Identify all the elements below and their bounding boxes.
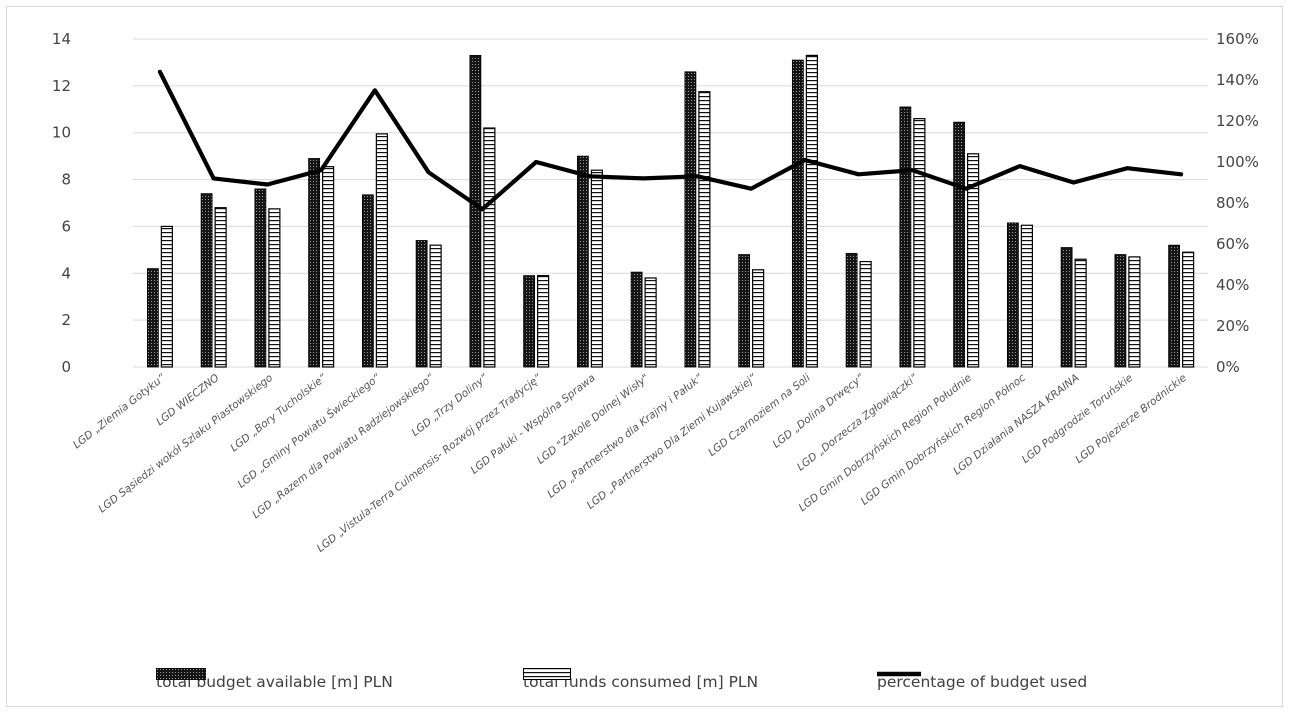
y-left-tick-label: 10 [52, 124, 71, 142]
bar-budget-available [684, 71, 697, 368]
legend-label: percentage of budget used [877, 673, 1088, 691]
bar-budget-available [1114, 254, 1127, 368]
legend-swatch-line [877, 671, 921, 677]
bar-budget-available [415, 240, 428, 368]
bar-budget-available [791, 59, 804, 368]
y-right-tick-label: 0% [1216, 358, 1240, 376]
bar-budget-available [1168, 244, 1181, 368]
category-label: LGD „Bory Tucholskie” [228, 372, 329, 455]
y-left-tick-label: 4 [61, 264, 71, 282]
legend-item-percentage: percentage of budget used [877, 668, 1087, 696]
category-label: LGD „Razem dla Powiatu Radziejowskiego” [250, 372, 437, 522]
bar-funds-consumed [805, 54, 818, 368]
y-left-tick-label: 12 [52, 77, 71, 95]
bar-funds-consumed [268, 208, 281, 368]
bar-funds-consumed [322, 166, 335, 368]
bar-funds-consumed [698, 91, 711, 368]
bar-funds-consumed [160, 225, 173, 368]
category-label: LGD „Dolina Drwęcy” [770, 372, 866, 451]
category-label: LGD Czarnoziem na Soli [706, 372, 813, 459]
bar-funds-consumed [1182, 251, 1195, 368]
y-right-tick-label: 120% [1216, 112, 1259, 130]
category-label: LGD „Ziemia Gotyku” [71, 372, 168, 452]
bar-funds-consumed [1074, 258, 1087, 368]
y-left-tick-label: 6 [61, 217, 71, 235]
bar-budget-available [576, 155, 589, 368]
bar-funds-consumed [967, 153, 980, 368]
bar-budget-available [469, 55, 482, 368]
percentage-line [157, 69, 1184, 212]
bar-budget-available [200, 193, 213, 368]
percentage-line-series [157, 69, 1184, 212]
bar-budget-available [523, 275, 536, 368]
bar-funds-consumed [1128, 256, 1141, 368]
bar-funds-consumed [375, 133, 388, 368]
bar-budget-available [308, 158, 321, 368]
legend-label: total budget available [m] PLN [156, 673, 393, 691]
legend-label: total funds consumed [m] PLN [523, 673, 759, 691]
category-label: LGD Podgrodzie Toruńskie [1020, 372, 1136, 466]
bar-budget-available [254, 188, 267, 368]
bar-budget-available [845, 252, 858, 368]
y-left-tick-label: 2 [61, 311, 71, 329]
bar-budget-available [1006, 222, 1019, 368]
bars [146, 54, 1195, 368]
bar-funds-consumed [483, 127, 496, 368]
bar-budget-available [630, 271, 643, 368]
bar-funds-consumed [859, 260, 872, 368]
bar-funds-consumed [913, 118, 926, 368]
bar-budget-available [953, 121, 966, 368]
bar-budget-available [361, 194, 374, 368]
y-right-tick-label: 40% [1216, 276, 1249, 294]
y-axis-right: 0% 20% 40% 60% 80% 100% 120% 140% 160% [1216, 30, 1259, 376]
y-left-tick-label: 14 [52, 30, 71, 48]
bar-funds-consumed [644, 277, 657, 368]
bar-funds-consumed [1020, 224, 1033, 368]
legend-item-budget-available: total budget available [m] PLN [156, 668, 393, 696]
y-right-tick-label: 20% [1216, 317, 1249, 335]
bar-budget-available [738, 254, 751, 368]
gridlines [133, 38, 1208, 368]
y-right-tick-label: 100% [1216, 153, 1259, 171]
y-right-tick-label: 80% [1216, 194, 1249, 212]
legend: total budget available [m] PLN total fun… [0, 668, 1291, 696]
y-axis-left: 0 2 4 6 8 10 12 14 [52, 30, 71, 376]
y-right-tick-label: 160% [1216, 30, 1259, 48]
bar-funds-consumed [214, 207, 227, 368]
legend-swatch-dotted [156, 668, 206, 680]
y-left-tick-label: 8 [61, 171, 71, 189]
y-right-tick-label: 60% [1216, 235, 1249, 253]
bar-funds-consumed [590, 169, 603, 368]
legend-item-funds-consumed: total funds consumed [m] PLN [523, 668, 758, 696]
legend-swatch-striped [523, 668, 571, 680]
bar-funds-consumed [429, 244, 442, 368]
bar-budget-available [899, 106, 912, 368]
bar-funds-consumed [752, 269, 765, 368]
y-right-tick-label: 140% [1216, 71, 1259, 89]
bar-funds-consumed [537, 275, 550, 368]
category-label: LGD Pojezierze Brodnickie [1073, 372, 1189, 466]
bar-budget-available [146, 268, 159, 368]
bar-budget-available [1060, 247, 1073, 368]
y-left-tick-label: 0 [61, 358, 71, 376]
